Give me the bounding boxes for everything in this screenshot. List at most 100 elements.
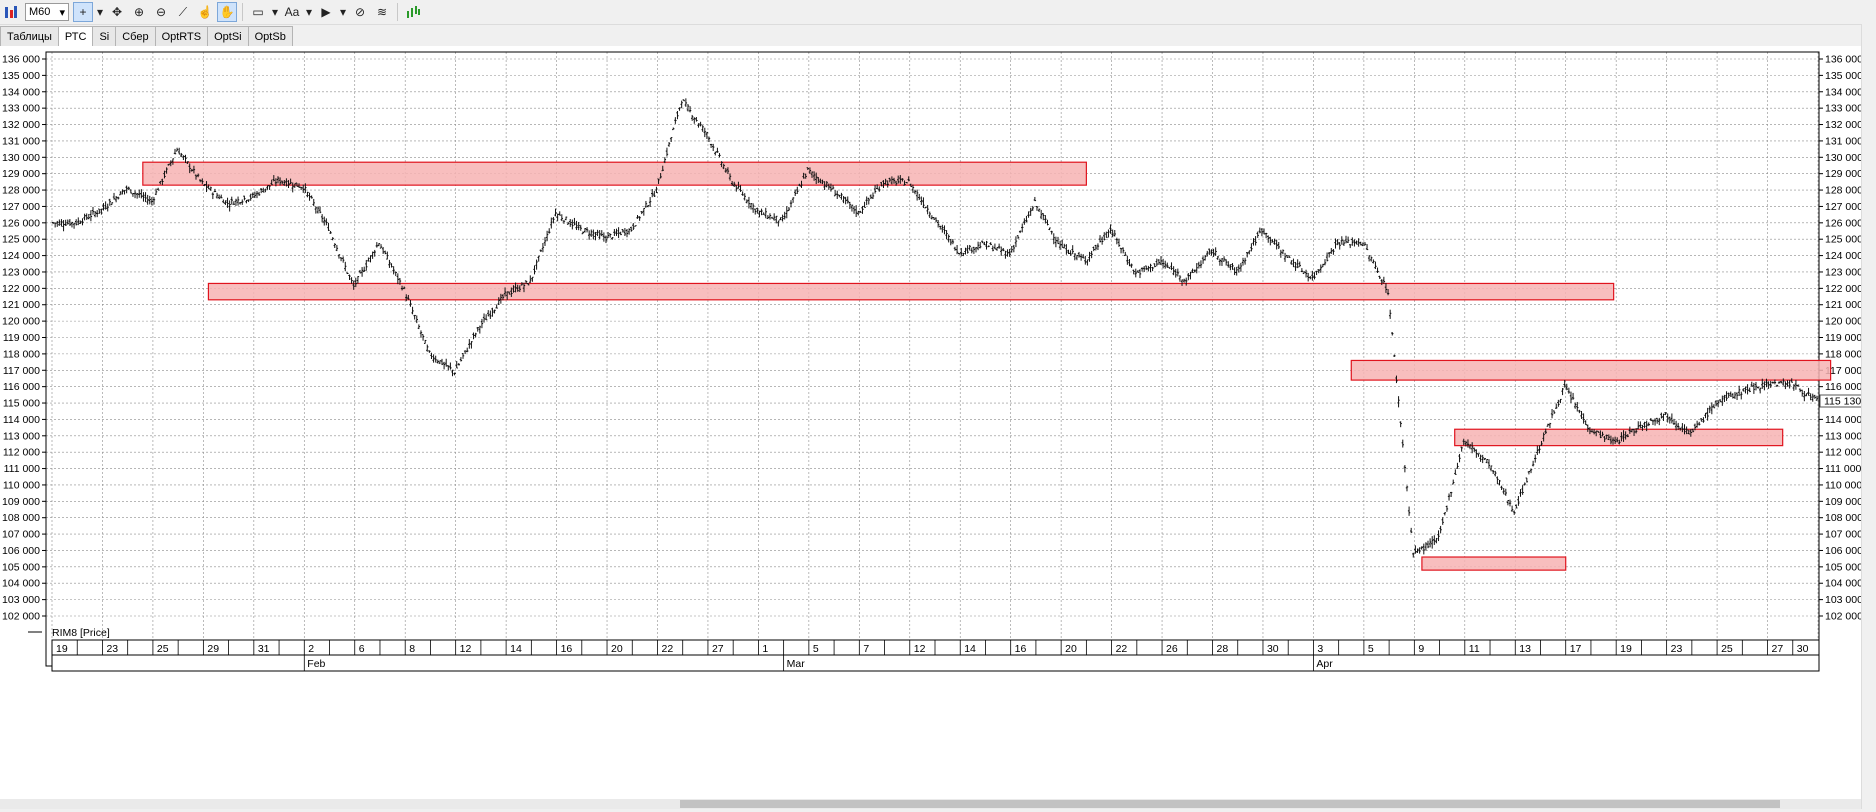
- x-tick-label: 5: [1368, 643, 1374, 655]
- x-tick-label: 27: [1772, 643, 1784, 655]
- y-tick-label-right: 133 000: [1825, 103, 1862, 115]
- timeframe-value: M60: [29, 6, 51, 18]
- y-tick-label-right: 126 000: [1825, 217, 1862, 229]
- x-tick-label: 26: [1166, 643, 1178, 655]
- y-tick-label-right: 108 000: [1825, 512, 1862, 524]
- x-tick-label: 6: [359, 643, 365, 655]
- tab-rts[interactable]: РТС: [57, 26, 94, 47]
- tab-label: OptSi: [214, 30, 242, 43]
- price-chart[interactable]: 102 000 103 000 104 000 105 000 106 000 107 0…: [0, 46, 1863, 809]
- arrow-icon[interactable]: ▶: [321, 5, 331, 19]
- y-tick-label-right: 116 000: [1825, 381, 1862, 393]
- x-tick-label: 30: [1797, 643, 1809, 655]
- chevron-down-icon[interactable]: ▾: [271, 5, 279, 19]
- x-tick-label: 25: [1721, 643, 1733, 655]
- indicator-icon[interactable]: [403, 2, 423, 22]
- tab-sber[interactable]: Сбер: [115, 26, 156, 46]
- y-tick-label-right: 125 000: [1825, 234, 1862, 246]
- y-tick-label-right: 113 000: [1825, 430, 1862, 442]
- x-tick-label: 27: [712, 643, 724, 655]
- tab-label: OptSb: [254, 30, 286, 43]
- y-axis-left: 102 000 103 000 104 000 105 000 106 000 107 0…: [2, 54, 46, 623]
- tab-label: РТС: [64, 31, 87, 43]
- y-tick-label-left: 108 000: [2, 512, 40, 524]
- chart-icon[interactable]: [1, 2, 21, 22]
- chart-area[interactable]: 102 000 103 000 104 000 105 000 106 000 107 0…: [0, 46, 1863, 809]
- month-label: Feb: [307, 658, 325, 670]
- price-zone-rect: [1454, 428, 1784, 447]
- tab-optsi[interactable]: OptSi: [207, 26, 249, 46]
- x-tick-label: 11: [1469, 643, 1480, 655]
- layers-icon[interactable]: ≋: [376, 5, 388, 19]
- y-tick-label-right: 112 000: [1825, 447, 1862, 459]
- y-tick-label-right: 127 000: [1825, 201, 1862, 213]
- y-tick-label-right: 136 000: [1825, 54, 1862, 66]
- tab-si[interactable]: Si: [92, 26, 117, 46]
- hand-icon[interactable]: ☝: [197, 5, 213, 19]
- price-zone-rect: [1350, 359, 1832, 381]
- timeframe-select[interactable]: M60 ▾: [25, 3, 69, 21]
- y-tick-label-left: 114 000: [3, 414, 40, 426]
- ruler-icon[interactable]: ⟋: [178, 4, 188, 19]
- x-tick-label: 20: [1065, 643, 1077, 655]
- hide-icon[interactable]: ⊘: [354, 5, 366, 19]
- y-tick-label-left: 123 000: [2, 266, 40, 278]
- y-tick-label-left: 111 000: [4, 463, 41, 475]
- y-tick-label-left: 104 000: [2, 578, 40, 590]
- y-tick-label-left: 126 000: [2, 217, 40, 229]
- y-tick-label-right: 121 000: [1825, 299, 1862, 311]
- y-tick-label-right: 130 000: [1825, 152, 1862, 164]
- y-tick-label-left: 109 000: [2, 496, 40, 508]
- x-tick-label: 19: [1620, 643, 1632, 655]
- y-tick-label-left: 102 000: [2, 611, 40, 623]
- y-tick-label-left: 116 000: [3, 381, 40, 393]
- crosshair-icon[interactable]: +: [73, 2, 93, 22]
- zoom-in-icon[interactable]: ⊕: [133, 5, 145, 19]
- y-tick-label-left: 103 000: [2, 594, 40, 606]
- current-price-box: 115 130: [1819, 394, 1863, 408]
- y-tick-label-right: 128 000: [1825, 185, 1862, 197]
- y-tick-label-right: 123 000: [1825, 266, 1862, 278]
- y-tick-label-right: 109 000: [1825, 496, 1862, 508]
- y-tick-label-right: 135 000: [1825, 70, 1862, 82]
- y-tick-label-right: 124 000: [1825, 250, 1862, 262]
- x-tick-label: 14: [510, 643, 522, 655]
- y-tick-label-right: 117 000: [1825, 365, 1862, 377]
- y-tick-label-right: 120 000: [1825, 316, 1862, 328]
- move-icon[interactable]: ✥: [111, 5, 123, 19]
- y-tick-label-left: 124 000: [2, 250, 40, 262]
- y-tick-label-right: 102 000: [1825, 611, 1862, 623]
- tab-tables[interactable]: Таблицы: [0, 26, 59, 46]
- toolbar-separator: [397, 3, 398, 21]
- chevron-down-icon[interactable]: ▾: [339, 5, 347, 19]
- x-tick-label: 9: [1418, 643, 1424, 655]
- y-tick-label-right: 129 000: [1825, 168, 1862, 180]
- scrollbar-thumb[interactable]: [680, 800, 1780, 808]
- chevron-down-icon[interactable]: ▾: [96, 5, 104, 19]
- text-tool-label: Aa: [284, 5, 300, 19]
- rectangle-icon[interactable]: ▭: [252, 5, 264, 19]
- x-tick-label: 5: [813, 643, 819, 655]
- x-tick-label: 31: [258, 643, 270, 655]
- y-tick-label-right: 105 000: [1825, 561, 1862, 573]
- horizontal-scrollbar[interactable]: [0, 799, 1862, 809]
- y-tick-label-right: 104 000: [1825, 578, 1862, 590]
- chevron-down-icon[interactable]: ▾: [305, 5, 313, 19]
- chevron-down-icon: ▾: [59, 6, 65, 19]
- x-tick-label: 25: [157, 643, 169, 655]
- legend: RIM8 [Price]: [28, 627, 110, 639]
- y-tick-label-left: 134 000: [2, 86, 40, 98]
- y-tick-label-right: 103 000: [1825, 594, 1862, 606]
- zoom-out-icon[interactable]: ⊖: [155, 5, 167, 19]
- y-tick-label-left: 117 000: [3, 365, 40, 377]
- y-tick-label-left: 128 000: [2, 185, 40, 197]
- tab-optsb[interactable]: OptSb: [247, 26, 293, 46]
- text-icon[interactable]: Aa: [282, 2, 302, 22]
- pan-icon[interactable]: ✋: [217, 2, 237, 22]
- vertical-scrollbar[interactable]: [1861, 24, 1876, 809]
- tab-optrts[interactable]: OptRTS: [154, 26, 209, 46]
- x-tick-label: 17: [1570, 643, 1582, 655]
- price-zone-rect: [207, 282, 1615, 301]
- tab-label: Si: [99, 30, 110, 43]
- x-tick-label: 22: [1116, 643, 1128, 655]
